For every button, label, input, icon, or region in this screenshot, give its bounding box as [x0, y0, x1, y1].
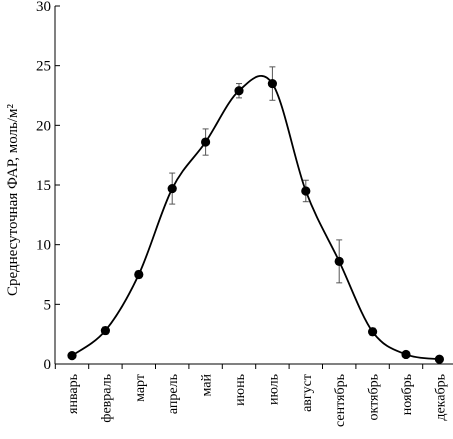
x-tick-label: сентябрь: [333, 374, 348, 427]
data-point-март: [134, 269, 144, 280]
x-tick-label: ноябрь: [400, 374, 415, 415]
x-tick-label: декабрь: [433, 374, 448, 421]
x-axis: январь февраль март апрель май июнь июль август…: [54, 363, 453, 427]
data-points: [67, 78, 444, 364]
y-axis-title: Среднесуточная ФАР, моль/м²: [5, 104, 21, 296]
data-point-декабрь: [434, 354, 444, 364]
x-tick-label: июль: [266, 374, 281, 405]
data-point-октябрь: [368, 327, 378, 337]
x-tick-label: июнь: [233, 374, 248, 406]
data-point-июль: [267, 78, 277, 89]
x-tick-label: январь: [66, 374, 81, 414]
data-point-август: [301, 186, 311, 196]
data-point-апрель: [167, 183, 177, 194]
data-point-февраль: [100, 325, 110, 336]
data-point-май: [201, 137, 211, 147]
x-tick-label: май: [200, 374, 215, 397]
error-bars: [69, 66, 443, 361]
x-tick-label: октябрь: [367, 374, 382, 421]
data-point-январь: [67, 351, 77, 361]
data-point-ноябрь: [401, 349, 411, 360]
data-point-июнь: [234, 86, 244, 96]
data-point-сентябрь: [334, 256, 344, 266]
x-tick-label: апрель: [166, 374, 181, 414]
x-tick-label: март: [133, 374, 148, 402]
y-tick-label: 5: [44, 297, 52, 313]
x-tick-label: август: [300, 374, 315, 412]
y-tick-label: 20: [36, 118, 51, 134]
y-tick-label: 25: [36, 59, 51, 75]
y-tick-label: 30: [36, 0, 51, 15]
y-axis: 0 5 10 15 20 25 30: [36, 0, 60, 373]
y-tick-label: 15: [36, 178, 51, 194]
y-tick-label: 10: [36, 238, 51, 254]
x-tick-label: февраль: [99, 374, 114, 423]
y-tick-label: 0: [44, 357, 52, 373]
series-line: [71, 75, 440, 361]
